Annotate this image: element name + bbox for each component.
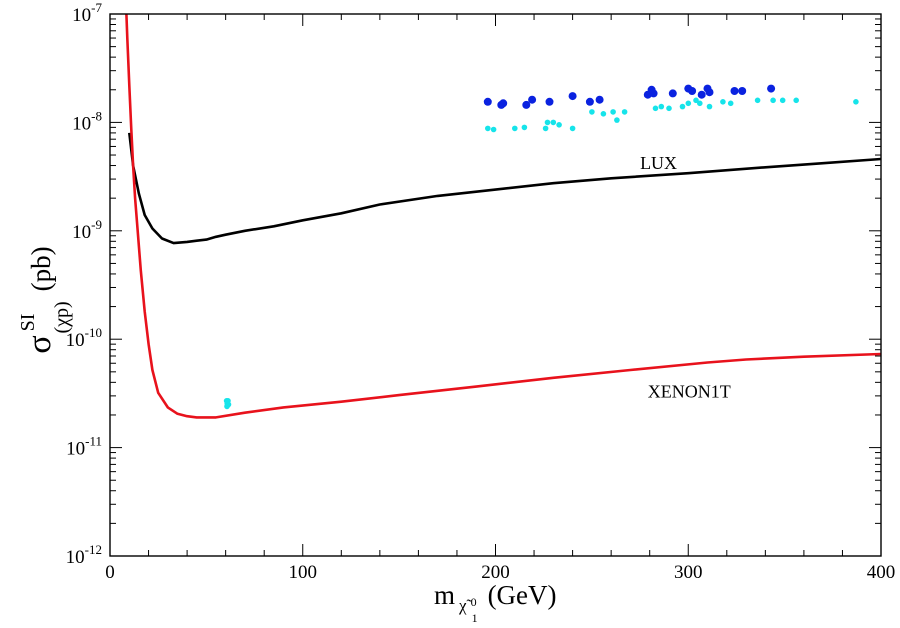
data-point (610, 109, 616, 115)
data-point (853, 99, 859, 105)
data-point (224, 403, 230, 410)
y-tick-label-base: 10 (72, 5, 91, 26)
y-axis-title-sub: (χp) (51, 301, 73, 333)
data-point (595, 95, 604, 104)
data-point (485, 125, 491, 132)
y-tick-label-base: 10 (66, 330, 85, 351)
labels-layer: 0 100 200 300 40010-1210-1110-1010-910-810-7… (66, 0, 896, 583)
data-point (770, 97, 776, 104)
series-layer (125, 14, 881, 419)
x-axis-title: m χ̃ 0 1 (GeV) (434, 580, 557, 626)
x-axis-title-unit: (GeV) (488, 580, 557, 610)
y-tick-label: 10-12 (66, 542, 102, 568)
y-tick-label: 10-11 (66, 434, 102, 460)
data-point (658, 103, 665, 110)
data-point (600, 111, 607, 117)
data-point (685, 100, 692, 107)
data-point (545, 97, 554, 106)
data-point (727, 100, 734, 107)
data-point (568, 92, 577, 101)
data-point (754, 97, 761, 104)
annotation-xenon1t: XENON1T (648, 381, 731, 401)
x-tick-label: 200 (481, 562, 510, 583)
data-point (621, 109, 628, 115)
y-tick-label-exponent: -12 (85, 542, 102, 557)
data-point (522, 100, 531, 109)
data-point (697, 100, 703, 107)
y-tick-label-exponent: -8 (91, 108, 102, 123)
plot-frame (109, 13, 882, 557)
data-point (569, 125, 576, 132)
data-point (521, 124, 528, 131)
y-tick-label-exponent: -7 (91, 0, 102, 15)
data-point (483, 97, 492, 106)
data-point (585, 97, 594, 106)
data-point (693, 97, 699, 104)
x-axis-title-sub-sub: 1 (472, 611, 478, 625)
data-point (793, 97, 799, 104)
y-tick-label-exponent: -11 (85, 434, 102, 449)
data-point (490, 126, 497, 133)
x-axis-title-sub-sup: 0 (471, 595, 477, 609)
data-point (730, 87, 739, 95)
data-point (779, 97, 786, 104)
data-point (738, 87, 747, 95)
y-tick-label-base: 10 (72, 222, 91, 243)
x-tick-label: 400 (867, 562, 896, 583)
data-point (544, 119, 551, 126)
data-point (556, 122, 562, 128)
data-point (697, 90, 706, 99)
data-point (550, 119, 557, 126)
data-point (499, 99, 508, 108)
data-point (767, 84, 776, 93)
x-axis-title-main: m (434, 580, 455, 610)
data-point (652, 105, 659, 112)
y-tick-label-base: 10 (72, 113, 91, 134)
data-point (528, 95, 537, 104)
data-point (542, 125, 549, 132)
y-tick-label-base: 10 (66, 547, 85, 568)
x-tick-label: 300 (674, 562, 703, 583)
y-axis-title-main: σ (21, 335, 58, 353)
data-point (589, 109, 595, 115)
annotation-lux: LUX (640, 153, 677, 173)
series-line-xenon1t (125, 14, 881, 419)
y-tick-label: 10-8 (72, 108, 102, 134)
y-tick-label: 10-10 (66, 325, 102, 351)
y-tick-label: 10-7 (72, 0, 102, 26)
y-axis-title: σ SI (χp) (pb) (17, 246, 73, 353)
data-point (614, 117, 620, 123)
data-point (666, 105, 672, 112)
data-point (688, 87, 697, 95)
data-point (705, 88, 714, 97)
series-line-lux (128, 132, 881, 245)
y-tick-label-exponent: -9 (91, 217, 102, 232)
y-axis-title-sup: SI (17, 314, 39, 332)
data-point (706, 103, 713, 110)
data-point (649, 89, 658, 98)
y-tick-label: 10-9 (72, 217, 102, 243)
data-point (668, 89, 677, 98)
x-tick-label: 0 (105, 562, 115, 583)
y-tick-label-exponent: -10 (85, 325, 102, 340)
data-point (512, 125, 518, 132)
y-tick-label-base: 10 (66, 439, 85, 460)
data-point (720, 99, 726, 105)
data-point (679, 103, 686, 110)
ticks-layer (109, 13, 882, 557)
y-axis-title-unit: (pb) (26, 246, 56, 291)
x-tick-label: 100 (289, 562, 318, 583)
